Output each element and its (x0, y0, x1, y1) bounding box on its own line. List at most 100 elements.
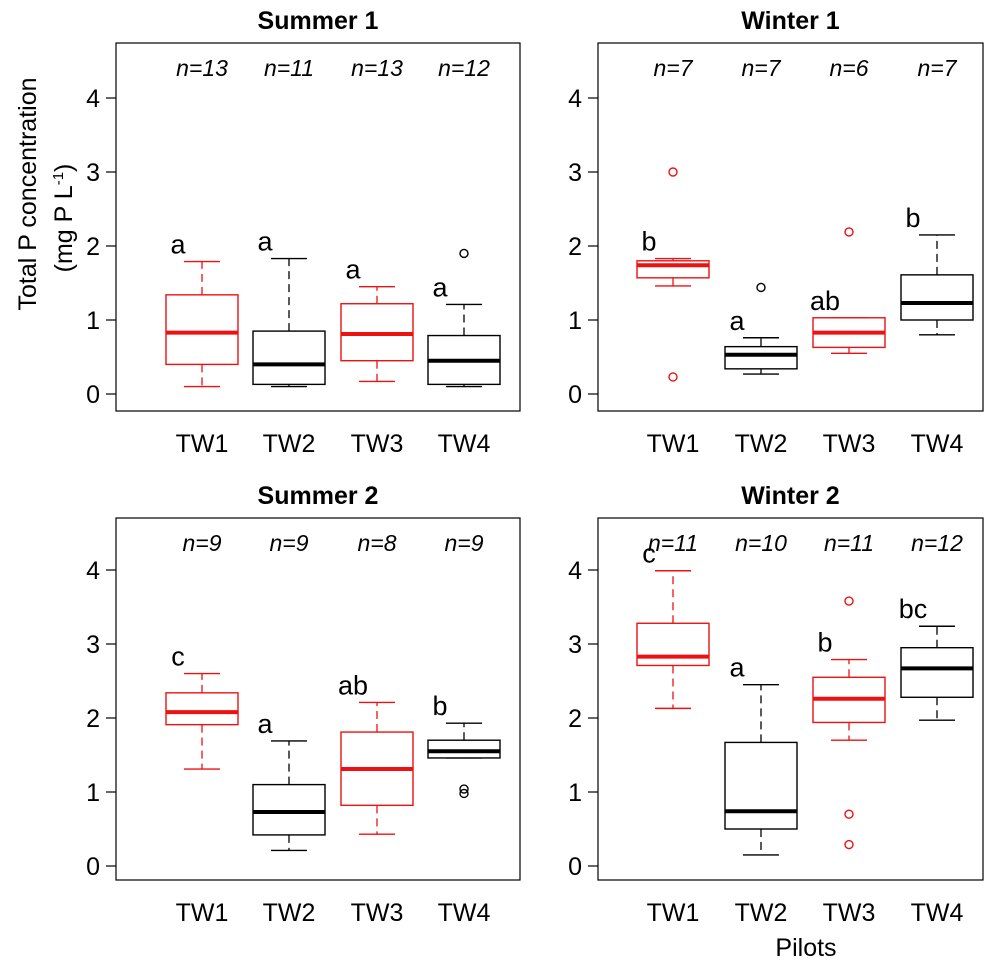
y-tick-label: 2 (568, 233, 582, 261)
box-tw3: ab n=8 TW3 (338, 530, 414, 927)
significance-letter: a (345, 255, 361, 285)
y-tick-label: 3 (568, 159, 582, 187)
significance-letter: b (905, 203, 920, 233)
iqr-box (724, 741, 798, 830)
outlier-point (844, 809, 854, 819)
box-tw1: a n=13 TW1 (165, 55, 239, 458)
panel-title: Winter 2 (741, 482, 839, 510)
significance-letter: b (432, 691, 447, 721)
category-label: TW4 (438, 899, 491, 927)
sample-size-label: n=9 (269, 530, 308, 556)
outlier-point (844, 227, 854, 237)
y-tick-label: 3 (86, 159, 100, 187)
y-axis-label-line2: (mg P L-1) (50, 164, 78, 273)
box-tw2: a n=7 TW2 (724, 55, 798, 458)
sample-size-label: n=9 (182, 530, 221, 556)
sample-size-label: n=7 (653, 55, 693, 81)
panel-0: Summer 1 0 1 2 3 4 a n=13 TW1 a n=11 TW2 a n=13 TW3 a n=… (86, 7, 521, 458)
sample-size-label: n=7 (917, 55, 957, 81)
significance-letter: c (171, 642, 185, 672)
category-label: TW1 (647, 430, 700, 458)
category-label: TW3 (351, 899, 404, 927)
y-tick-label: 2 (86, 233, 100, 261)
y-tick-label: 1 (568, 779, 582, 807)
significance-letter: a (257, 227, 273, 257)
category-label: TW3 (823, 430, 876, 458)
y-axis-label-close: ) (50, 164, 78, 172)
category-label: TW1 (176, 430, 229, 458)
iqr-box (165, 692, 239, 726)
category-label: TW1 (647, 899, 700, 927)
box-tw2: a n=9 TW2 (252, 530, 326, 927)
significance-letter: a (257, 709, 273, 739)
sample-size-label: n=11 (648, 530, 698, 556)
box-tw3: a n=13 TW3 (340, 55, 414, 458)
y-tick-label: 2 (568, 705, 582, 733)
outlier-point (668, 167, 678, 177)
box-tw4: bc n=12 TW4 (899, 530, 974, 927)
sample-size-label: n=11 (824, 530, 874, 556)
box-tw4: b n=9 TW4 (427, 530, 501, 927)
sample-size-label: n=12 (438, 55, 490, 81)
y-tick-label: 4 (86, 557, 100, 585)
outlier-point (756, 282, 766, 293)
significance-letter: ab (338, 670, 368, 700)
y-tick-label: 3 (568, 631, 582, 659)
panel-title: Summer 1 (258, 7, 379, 35)
significance-letter: a (170, 230, 186, 260)
outlier-point (844, 596, 854, 606)
significance-letter: b (641, 227, 656, 257)
y-tick-label: 3 (86, 631, 100, 659)
box-tw4: a n=12 TW4 (427, 55, 501, 458)
y-tick-label: 0 (86, 381, 100, 409)
outlier-point (668, 372, 678, 382)
sample-size-label: n=7 (741, 55, 781, 81)
category-label: TW2 (735, 430, 788, 458)
box-tw3: b n=11 TW3 (812, 530, 886, 927)
significance-letter: a (729, 653, 745, 683)
significance-letter: b (817, 628, 832, 658)
significance-letter: a (432, 272, 448, 302)
category-label: TW2 (735, 899, 788, 927)
y-tick-label: 4 (86, 85, 100, 113)
plot-frame (597, 42, 984, 412)
sample-size-label: n=6 (829, 55, 868, 81)
outlier-point (844, 839, 854, 850)
category-label: TW3 (351, 430, 404, 458)
category-label: TW3 (823, 899, 876, 927)
y-tick-label: 0 (86, 853, 100, 881)
category-label: TW2 (263, 899, 316, 927)
sample-size-label: n=11 (264, 55, 314, 81)
y-tick-label: 4 (568, 85, 582, 113)
box-tw2: a n=10 TW2 (724, 530, 798, 927)
significance-letter: bc (899, 594, 928, 624)
sample-size-label: n=10 (735, 530, 787, 556)
iqr-box (252, 783, 326, 836)
category-label: TW4 (911, 430, 964, 458)
y-tick-label: 2 (86, 705, 100, 733)
box-tw2: a n=11 TW2 (252, 55, 326, 458)
panel-title: Summer 2 (258, 482, 379, 510)
category-label: TW1 (176, 899, 229, 927)
plot-frame (115, 42, 521, 412)
sample-size-label: n=13 (351, 55, 403, 81)
sample-size-label: n=13 (176, 55, 228, 81)
significance-letter: a (729, 306, 745, 336)
outlier-point (459, 248, 469, 259)
sample-size-label: n=12 (911, 530, 963, 556)
plot-frame (597, 517, 984, 881)
iqr-box (724, 345, 798, 370)
category-label: TW4 (438, 430, 491, 458)
significance-letter: ab (810, 286, 840, 316)
y-axis-label-exponent: -1 (50, 172, 67, 185)
y-tick-label: 1 (86, 307, 100, 335)
panel-1: Winter 1 0 1 2 3 4 b n=7 TW1 a n=7 TW2 ab n=6 TW3 b n=7 T… (568, 7, 984, 458)
y-tick-label: 1 (86, 779, 100, 807)
iqr-box (165, 294, 239, 366)
iqr-box (900, 274, 974, 321)
x-axis-label: Pilots (775, 934, 836, 962)
category-label: TW2 (263, 430, 316, 458)
box-tw4: b n=7 TW4 (900, 55, 974, 458)
panel-3: Winter 201234cn=11TW1an=10TW2bn=11TW3bcn… (568, 482, 984, 927)
y-axis-label-line1: Total P concentration (14, 77, 42, 310)
